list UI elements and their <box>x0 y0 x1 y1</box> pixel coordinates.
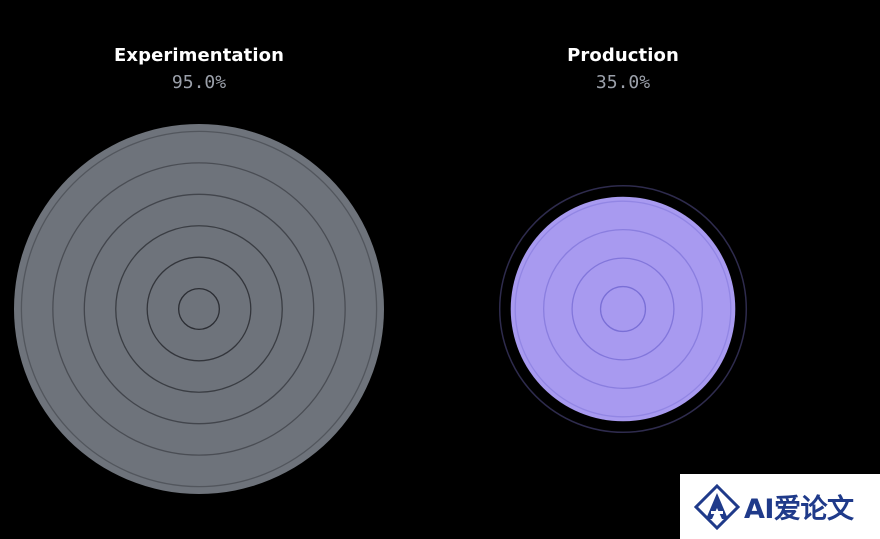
ring-production <box>599 285 647 333</box>
watermark-text: AI爱论文 <box>744 494 854 525</box>
ring-experimentation <box>83 193 315 425</box>
value-circle-experimentation <box>14 124 384 494</box>
a-logo-icon <box>694 483 740 530</box>
ring-production <box>514 200 732 418</box>
outer-ring-production <box>498 184 748 434</box>
ring-production <box>542 228 704 390</box>
value-label-production: 35.0% <box>595 72 651 93</box>
ring-experimentation <box>146 256 252 362</box>
ring-experimentation <box>20 130 378 488</box>
value-circle-production <box>510 196 736 422</box>
ring-production <box>571 257 675 361</box>
ring-experimentation <box>115 225 283 393</box>
ring-experimentation <box>52 162 346 456</box>
value-label-experimentation: 95.0% <box>171 72 227 93</box>
ring-experimentation <box>177 287 220 330</box>
watermark: AI爱论文 <box>680 474 880 539</box>
chart-title-production: Production <box>567 45 679 66</box>
chart-title-experimentation: Experimentation <box>113 45 285 66</box>
